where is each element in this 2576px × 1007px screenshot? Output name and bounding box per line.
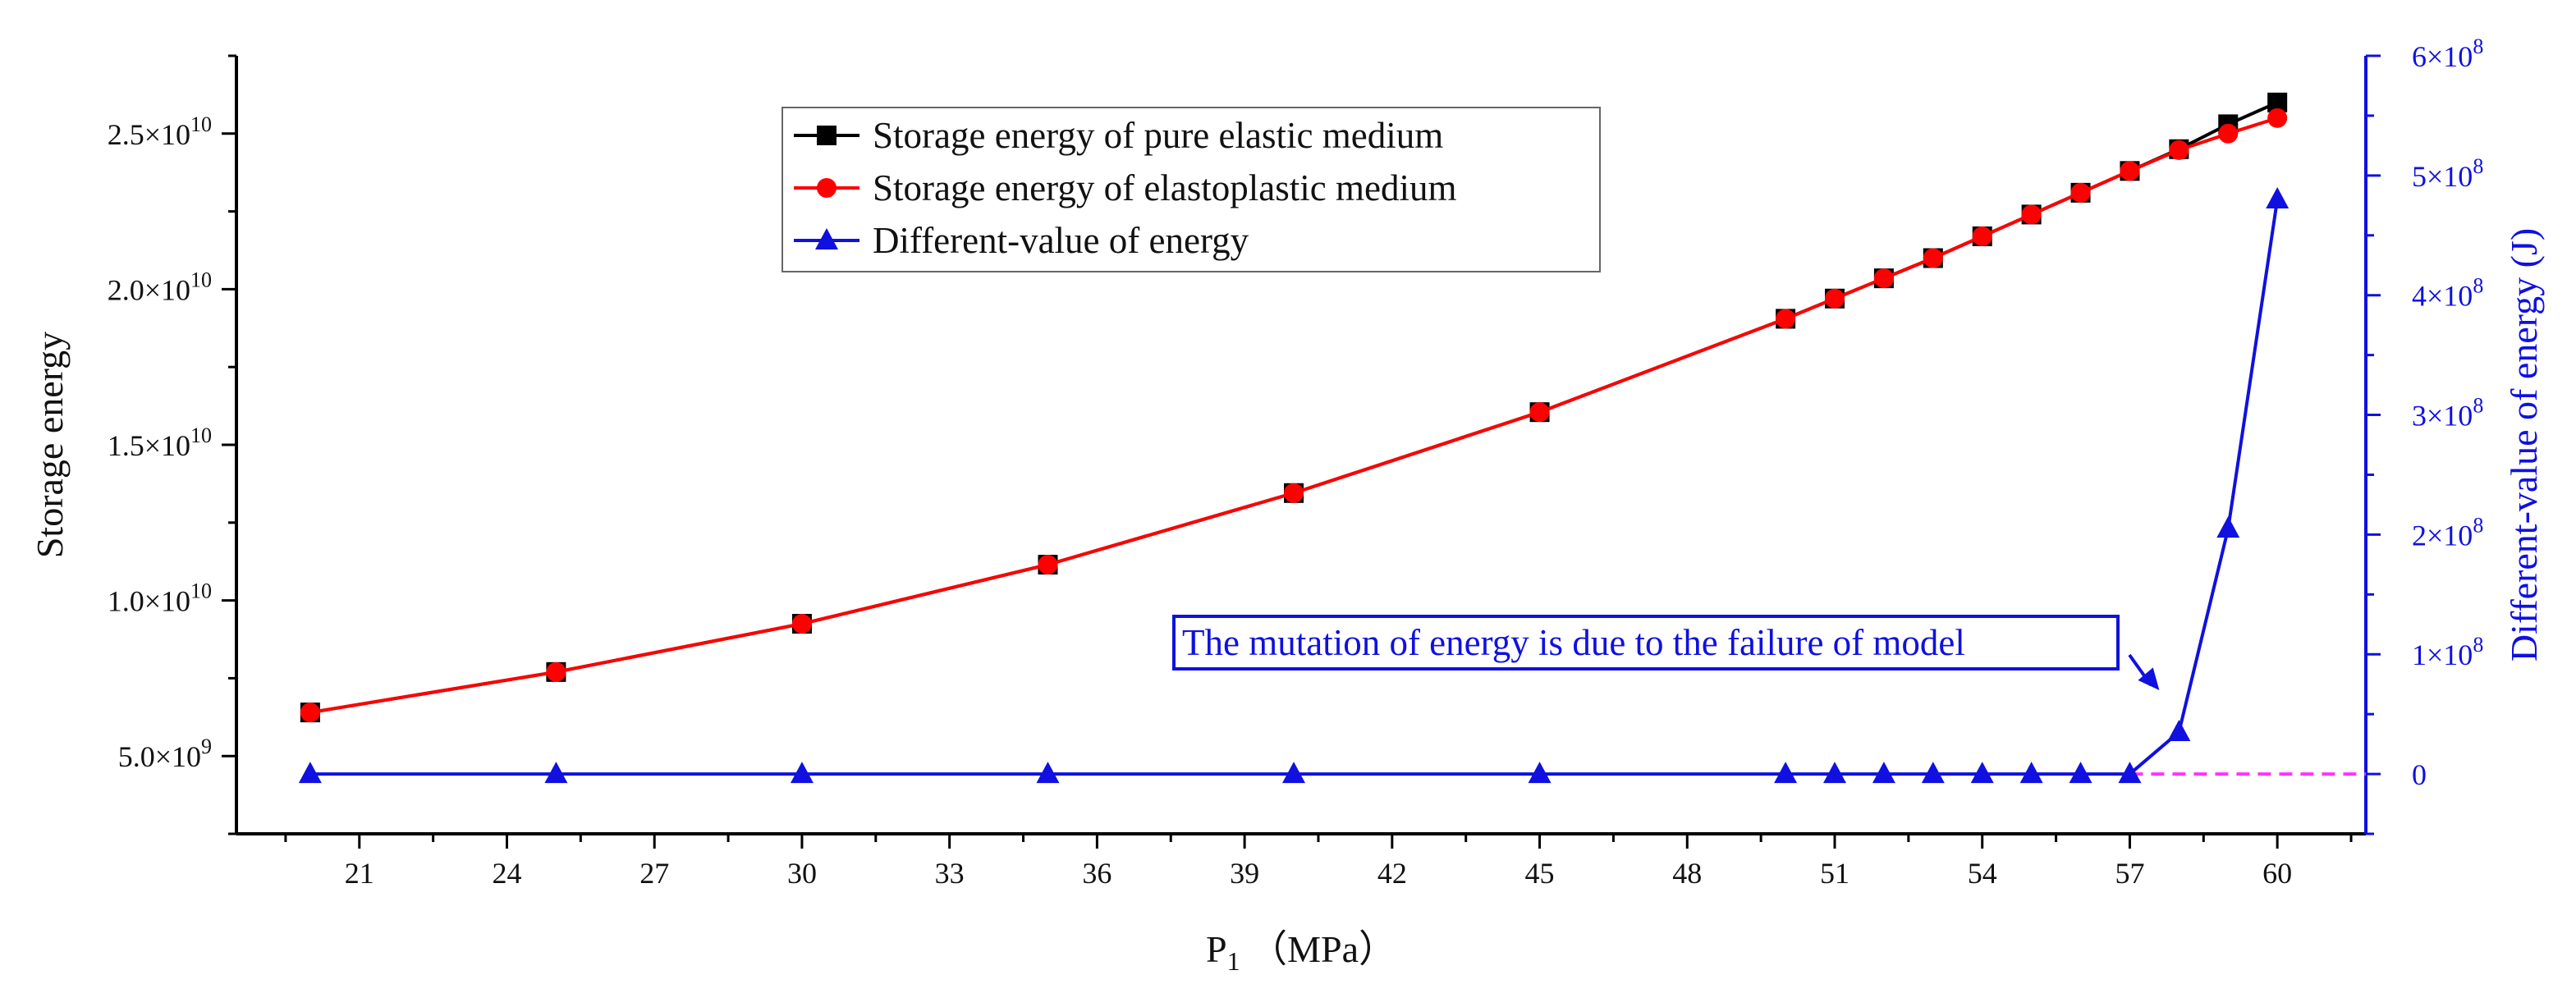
legend-box	[782, 107, 1601, 272]
data-point	[1873, 268, 1894, 289]
data-point	[2120, 161, 2140, 181]
data-point	[544, 762, 568, 784]
x-tick-label: 57	[2115, 857, 2144, 890]
data-point	[1038, 554, 1058, 574]
data-point	[2019, 762, 2043, 784]
data-point	[2167, 720, 2191, 742]
data-point	[2069, 762, 2092, 784]
data-point	[2118, 762, 2142, 784]
data-point	[1528, 762, 1552, 784]
axes: 21 24 27 30 33 36 39 42 45 48 51 54 57 60 5.0×109 1.0×1…	[29, 34, 2545, 976]
x-tick-label: 54	[1968, 857, 1997, 890]
x-tick-label: 39	[1230, 857, 1259, 890]
data-point	[1284, 483, 1304, 503]
x-tick-label: 21	[345, 857, 374, 890]
data-point	[791, 614, 812, 634]
data-point	[1774, 762, 1798, 784]
x-tick-label: 30	[787, 857, 817, 890]
annotation-text: The mutation of energy is due to the fai…	[1182, 622, 1965, 663]
y2-tick-label: 0	[2412, 758, 2427, 791]
y2-tick-label: 1×108	[2412, 633, 2483, 671]
y-tick-label: 5.0×109	[118, 735, 212, 773]
data-point	[1872, 762, 1895, 784]
x-tick-label: 60	[2262, 857, 2292, 890]
data-point	[1972, 226, 1992, 246]
series-group	[298, 92, 2290, 784]
x-tick-label: 45	[1525, 857, 1555, 890]
data-point	[1923, 248, 1943, 268]
data-point	[1824, 288, 1845, 309]
data-point	[1036, 762, 1060, 784]
y2-tick-label: 4×108	[2412, 274, 2483, 313]
data-point	[1921, 762, 1945, 784]
data-point	[300, 703, 320, 723]
legend-label: Storage energy of elastoplastic medium	[873, 167, 1456, 208]
y-tick-label: 2.0×1010	[108, 268, 212, 306]
data-point	[2169, 140, 2189, 160]
data-point	[298, 762, 322, 784]
x-tick-label: 27	[639, 857, 669, 890]
data-point	[1822, 762, 1846, 784]
series-triangle	[298, 187, 2290, 784]
annotation: The mutation of energy is due to the fai…	[1172, 615, 2160, 690]
data-point	[2216, 516, 2240, 538]
legend-marker	[817, 126, 837, 145]
y-axis-title: Storage energy	[29, 332, 71, 558]
y-tick-label: 1.0×1010	[108, 579, 212, 618]
y2-axis-title: Different-value of energy (J)	[2503, 228, 2545, 661]
y2-tick-label: 2×108	[2412, 513, 2483, 552]
legend-marker	[817, 178, 837, 198]
series-circle	[300, 108, 2288, 723]
y-tick-label: 2.5×1010	[108, 112, 212, 151]
x-tick-label: 51	[1820, 857, 1849, 890]
legend-label: Storage energy of pure elastic medium	[873, 115, 1443, 156]
data-point	[546, 661, 566, 682]
y-tick-label: 1.5×1010	[108, 423, 212, 462]
x-tick-label: 48	[1672, 857, 1702, 890]
annotation-arrow-head	[2138, 667, 2160, 690]
data-point	[1529, 402, 1550, 423]
data-point	[1970, 762, 1994, 784]
data-point	[790, 762, 814, 784]
x-axis-title: P1 （MPa）	[1206, 928, 1396, 976]
x-tick-label: 33	[935, 857, 965, 890]
annotation-box	[1172, 615, 2120, 671]
data-point	[2267, 108, 2288, 128]
y2-tick-label: 5×108	[2412, 154, 2483, 193]
data-point	[1776, 309, 1796, 329]
data-point	[2021, 204, 2042, 225]
data-point	[2218, 123, 2239, 144]
legend: Storage energy of pure elastic medium Sto…	[782, 107, 1601, 272]
data-point	[2070, 182, 2091, 203]
y2-tick-label: 3×108	[2412, 394, 2483, 433]
data-point	[2266, 187, 2290, 209]
x-tick-label: 24	[492, 857, 521, 890]
x-tick-label: 42	[1377, 857, 1407, 890]
legend-label: Different-value of energy	[873, 220, 1249, 261]
x-tick-label: 36	[1082, 857, 1112, 890]
legend-marker	[815, 228, 838, 249]
data-point	[1282, 762, 1306, 784]
y2-tick-label: 6×108	[2412, 34, 2483, 73]
